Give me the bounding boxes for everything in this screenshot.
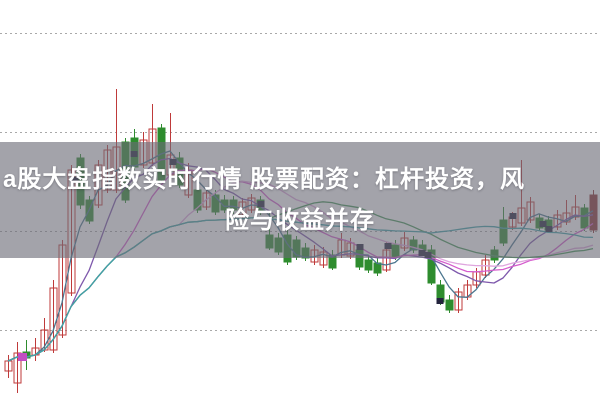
candle-body <box>364 259 373 271</box>
headline-overlay-band: a股大盘指数实时行情 股票配资：杠杆投资，风 险与收益并存 <box>0 142 600 258</box>
candle-body <box>445 299 454 311</box>
headline-line-2: 险与收益并存 <box>225 207 375 234</box>
candle-body <box>481 259 490 276</box>
dark-marker <box>436 298 444 304</box>
magenta-marker <box>18 353 27 361</box>
candle-body <box>454 291 463 311</box>
headline-line-1: a股大盘指数实时行情 股票配资：杠杆投资，风 <box>2 166 525 193</box>
candle-body <box>13 352 22 384</box>
